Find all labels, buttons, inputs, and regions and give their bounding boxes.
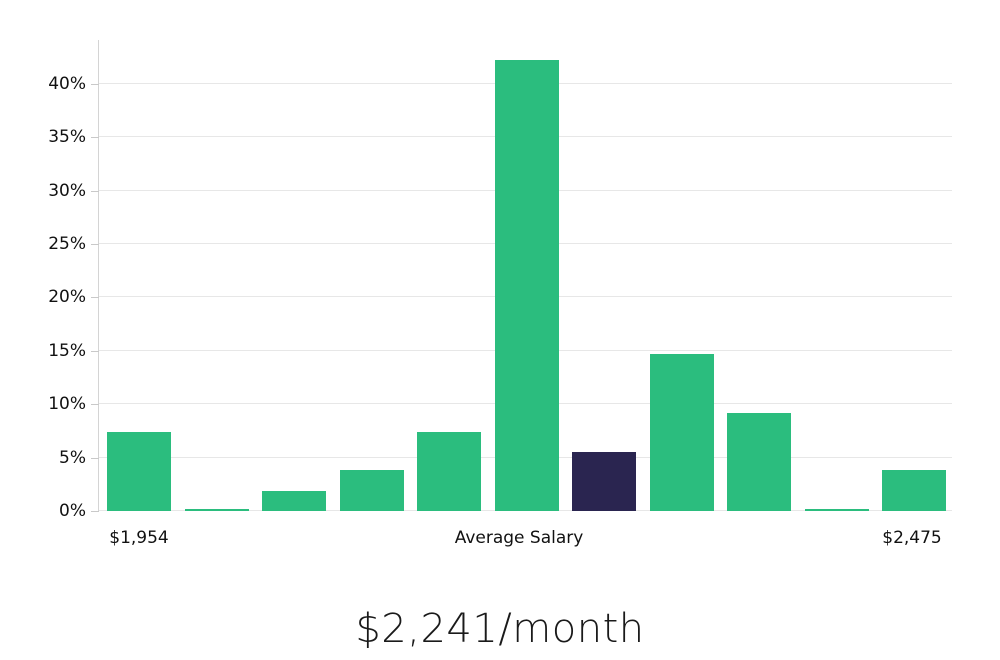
x-axis-labels: $1,954 Average Salary $2,475 [0,528,1000,554]
y-axis-tick-label: 10% [48,394,86,415]
y-axis-tick-label: 0% [59,501,86,521]
y-axis-tick-mark [91,511,99,512]
y-axis-line [98,40,99,511]
bar [727,412,791,511]
bar [649,354,714,511]
y-axis-tick-label: 20% [48,287,86,308]
y-axis-tick-mark [91,190,99,192]
plot-area [98,40,952,511]
y-axis-tick-mark [91,83,99,85]
y-axis-tick-label: 25% [48,233,86,254]
bar [184,508,249,511]
bar [107,431,171,511]
bar [494,60,559,511]
y-axis-tick-label: 15% [48,340,86,361]
y-axis-tick-label: 5% [59,447,86,468]
y-axis-tick-label: 35% [48,127,86,148]
y-axis-tick-mark [91,137,99,139]
y-axis-tick-mark [91,297,99,299]
x-axis-label-max: $2,475 [882,528,942,548]
y-axis-tick-label: 30% [48,180,86,201]
bar [262,490,326,511]
y-axis-tick-mark [91,457,99,459]
highlighted-bar [572,452,636,511]
x-axis-label-min: $1,954 [109,528,169,548]
bar [417,431,481,511]
bar [339,470,404,511]
y-axis-tick-label: 40% [48,73,86,94]
y-axis-tick-mark [91,243,99,245]
x-axis-label-average: Average Salary [454,528,584,548]
average-salary-value: $2,241/month [355,606,645,652]
bar [804,508,869,511]
y-axis-tick-mark [91,350,99,352]
bar [882,470,946,511]
y-axis-tick-mark [91,404,99,406]
